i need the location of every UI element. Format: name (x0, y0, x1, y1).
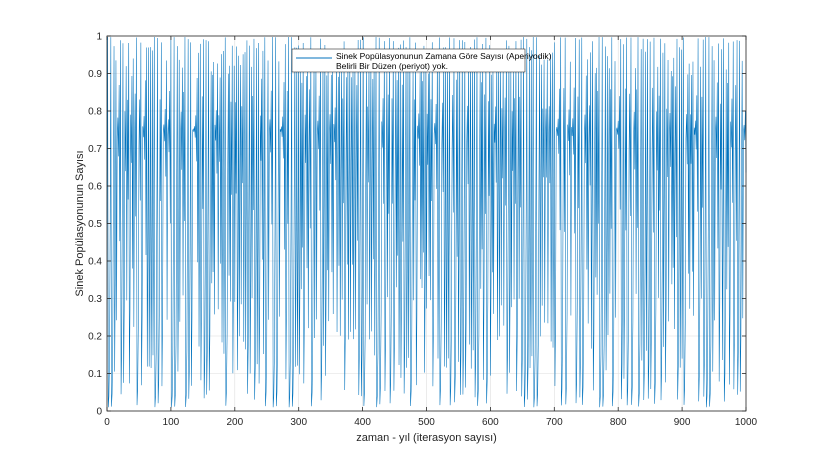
x-tick-label: 800 (610, 417, 627, 428)
axis-ticks (106, 35, 747, 412)
y-tick-label: 0 (96, 407, 102, 418)
x-tick-label: 900 (674, 417, 691, 428)
y-tick-label: 0.7 (88, 144, 102, 155)
y-tick-label: 0.1 (88, 369, 102, 380)
y-tick-label: 0.8 (88, 107, 102, 118)
series-line-population (106, 36, 747, 408)
y-tick-label: 0.4 (88, 257, 102, 268)
y-axis-label: Sinek Popülasyonunun Sayısı (74, 150, 86, 296)
x-tick-label: 700 (546, 417, 563, 428)
x-tick-label: 600 (482, 417, 499, 428)
plot-area: 0 100 200 300 400 500 600 700 800 900 1000 0 0.1 0.2… (88, 32, 757, 429)
y-tick-label: 0.5 (88, 219, 102, 230)
legend-entry-no-period: Belirli Bir Düzen (periyot) yok. (336, 61, 448, 71)
x-tick-label: 200 (226, 417, 243, 428)
x-axis-label: zaman - yıl (iterasyon sayısı) (356, 432, 497, 444)
y-tick-label: 0.2 (88, 332, 102, 343)
x-tick-label: 1000 (735, 417, 758, 428)
x-tick-labels: 0 100 200 300 400 500 600 700 800 900 1000 (104, 417, 757, 428)
y-tick-label: 0.9 (88, 69, 102, 80)
y-tick-label: 0.6 (88, 182, 102, 193)
legend: Sinek Popülasyonunun Zamana Göre Sayısı … (291, 48, 552, 73)
y-tick-labels: 0 0.1 0.2 0.3 0.4 0.5 0.6 0.7 0.8 0.9 1 (88, 32, 102, 418)
x-tick-label: 500 (418, 417, 435, 428)
x-tick-label: 300 (290, 417, 307, 428)
y-tick-label: 0.3 (88, 294, 102, 305)
legend-box (291, 48, 526, 73)
x-tick-label: 0 (104, 417, 110, 428)
data-series (106, 36, 747, 408)
legend-entry-population: Sinek Popülasyonunun Zamana Göre Sayısı … (336, 51, 552, 61)
x-tick-label: 100 (163, 417, 180, 428)
x-tick-label: 400 (354, 417, 371, 428)
y-tick-label: 1 (96, 32, 102, 43)
